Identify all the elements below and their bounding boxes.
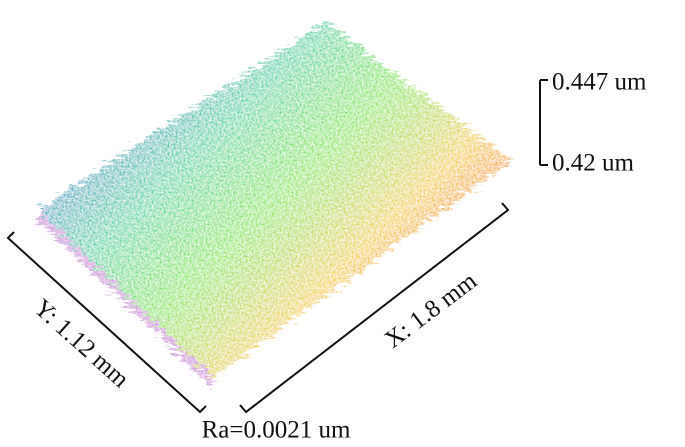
x-label: X: 1.8 mm (380, 267, 483, 354)
x-bracket (239, 202, 510, 414)
scale-bottom: 0.42 um (552, 150, 635, 177)
surface-top (38, 22, 512, 378)
scale-bracket (539, 79, 548, 166)
surface (38, 22, 512, 388)
scale-top: 0.447 um (552, 69, 647, 96)
y-label: Y: 1.12 mm (28, 294, 134, 393)
surface-edge (38, 210, 213, 388)
roughness-label: Ra=0.0021 um (202, 417, 351, 444)
y-bracket (6, 231, 207, 414)
